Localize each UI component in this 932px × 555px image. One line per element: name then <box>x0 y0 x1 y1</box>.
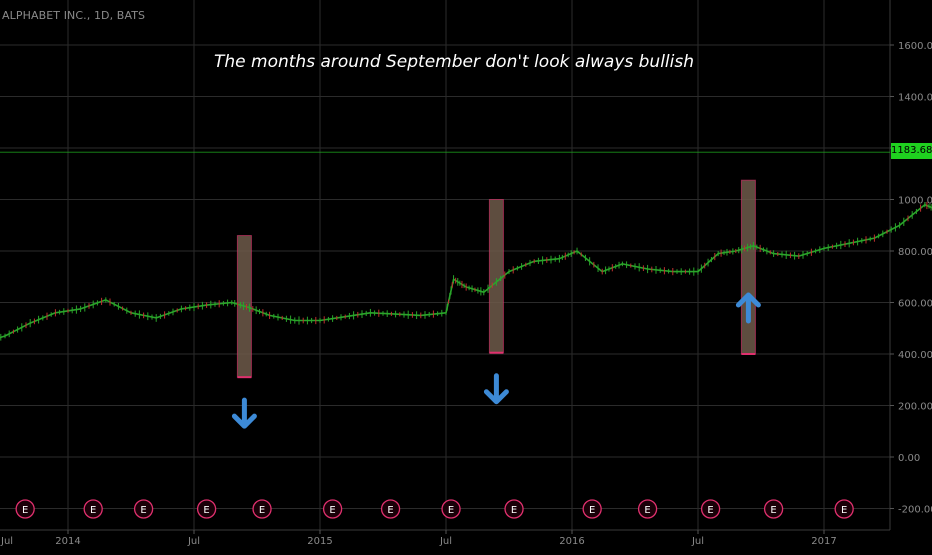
x-tick-label: Jul <box>691 536 704 547</box>
earnings-marker: E <box>15 499 35 519</box>
x-tick-label: 2017 <box>811 536 836 547</box>
earnings-marker: E <box>133 499 154 519</box>
arrow-up-icon <box>735 292 761 324</box>
september-window-bar <box>740 179 756 355</box>
x-tick-label: Jul <box>439 536 452 547</box>
y-tick-label: 400.00 <box>898 350 932 361</box>
earnings-marker-label: E <box>511 505 517 516</box>
y-tick-label: 600.00 <box>898 299 932 310</box>
last-price-tag: 1183.68 <box>891 143 932 159</box>
y-tick-label: -200.00 <box>898 505 932 516</box>
annotation-text: The months around September don't look a… <box>214 52 695 72</box>
earnings-marker-label: E <box>644 505 650 516</box>
earnings-marker-label: E <box>203 505 209 516</box>
earnings-marker: E <box>252 499 272 519</box>
y-tick-label: 1000.00 <box>898 196 932 207</box>
y-tick-label: 0.00 <box>898 453 920 464</box>
earnings-marker-label: E <box>589 505 595 516</box>
y-tick-label: 800.00 <box>898 247 932 258</box>
y-tick-label: 1400.00 <box>898 93 932 104</box>
september-window-bar <box>488 199 504 354</box>
earnings-marker: E <box>322 499 343 519</box>
earnings-marker: E <box>441 499 461 519</box>
earnings-marker: E <box>504 499 524 519</box>
earnings-marker: E <box>83 499 103 519</box>
x-tick-label: 2016 <box>559 536 584 547</box>
arrow-down-icon <box>483 373 509 405</box>
arrow-down-icon <box>231 397 257 429</box>
earnings-marker-label: E <box>22 505 28 516</box>
earnings-marker-label: E <box>140 505 146 516</box>
earnings-marker-label: E <box>387 505 393 516</box>
earnings-marker-label: E <box>329 505 335 516</box>
earnings-marker: E <box>763 499 784 519</box>
symbol-label: ALPHABET INC., 1D, BATS <box>2 9 146 22</box>
earnings-marker: E <box>582 499 602 519</box>
earnings-marker-label: E <box>841 505 847 516</box>
earnings-marker-label: E <box>259 505 265 516</box>
earnings-marker: E <box>700 499 721 519</box>
x-tick-label: Jul <box>0 536 13 547</box>
earnings-marker: E <box>196 499 217 519</box>
earnings-marker-label: E <box>707 505 713 516</box>
earnings-marker: E <box>380 499 401 519</box>
x-tick-label: 2015 <box>307 536 332 547</box>
earnings-marker: E <box>637 499 658 519</box>
earnings-marker-label: E <box>448 505 454 516</box>
earnings-marker-label: E <box>90 505 96 516</box>
earnings-marker-label: E <box>770 505 776 516</box>
x-tick-label: 2014 <box>55 536 80 547</box>
earnings-marker: E <box>834 499 854 519</box>
y-tick-label: 1600.00 <box>898 41 932 52</box>
y-tick-label: 200.00 <box>898 402 932 413</box>
x-tick-label: Jul <box>187 536 200 547</box>
